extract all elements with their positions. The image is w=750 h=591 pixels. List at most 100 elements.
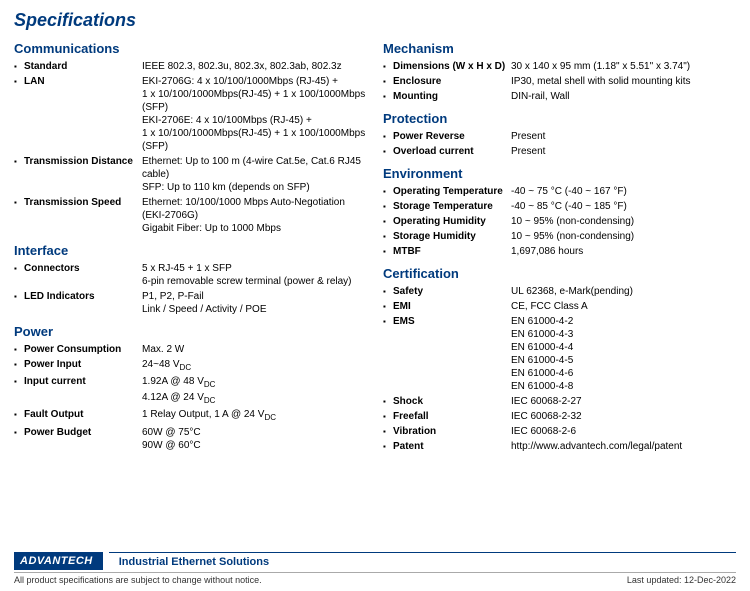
bullet-icon: ▪ [14, 155, 24, 167]
spec-value: IEC 60068-2-6 [511, 425, 736, 438]
spec-label: Operating Temperature [393, 185, 511, 198]
bullet-icon: ▪ [14, 60, 24, 72]
spec-columns: Communications▪StandardIEEE 802.3, 802.3… [14, 41, 736, 455]
section-title: Mechanism [383, 41, 736, 56]
spec-row: ▪Power Input24~48 VDC [14, 358, 367, 373]
spec-label: Standard [24, 60, 142, 73]
spec-label: Transmission Speed [24, 196, 142, 209]
spec-value: IEC 60068-2-32 [511, 410, 736, 423]
spec-row: ▪EnclosureIP30, metal shell with solid m… [383, 75, 736, 88]
spec-value: IP30, metal shell with solid mounting ki… [511, 75, 736, 88]
section-title: Interface [14, 243, 367, 258]
spec-value: Ethernet: 10/100/1000 Mbps Auto-Negotiat… [142, 196, 367, 235]
bullet-icon: ▪ [14, 196, 24, 208]
bullet-icon: ▪ [383, 185, 393, 197]
spec-row: ▪Operating Temperature-40 ~ 75 °C (-40 ~… [383, 185, 736, 198]
spec-row: ▪Transmission SpeedEthernet: 10/100/1000… [14, 196, 367, 235]
footer-updated: Last updated: 12-Dec-2022 [627, 575, 736, 585]
spec-label: Connectors [24, 262, 142, 275]
section-title: Environment [383, 166, 736, 181]
spec-row: ▪VibrationIEC 60068-2-6 [383, 425, 736, 438]
footer-line: All product specifications are subject t… [14, 572, 736, 585]
spec-value: 1.92A @ 48 VDC 4.12A @ 24 VDC [142, 375, 367, 406]
spec-label: Storage Humidity [393, 230, 511, 243]
bullet-icon: ▪ [14, 426, 24, 438]
spec-label: Enclosure [393, 75, 511, 88]
section-title: Power [14, 324, 367, 339]
bullet-icon: ▪ [383, 410, 393, 422]
spec-row: ▪Transmission DistanceEthernet: Up to 10… [14, 155, 367, 194]
spec-value: 10 ~ 95% (non-condensing) [511, 215, 736, 228]
bullet-icon: ▪ [383, 300, 393, 312]
spec-value: IEEE 802.3, 802.3u, 802.3x, 802.3ab, 802… [142, 60, 367, 73]
spec-label: Dimensions (W x H x D) [393, 60, 511, 73]
bullet-icon: ▪ [383, 425, 393, 437]
spec-value: 1,697,086 hours [511, 245, 736, 258]
page-title: Specifications [14, 10, 736, 31]
bullet-icon: ▪ [383, 200, 393, 212]
footer: ADVANTECH Industrial Ethernet Solutions … [0, 552, 750, 591]
bullet-icon: ▪ [383, 440, 393, 452]
bullet-icon: ▪ [14, 262, 24, 274]
spec-label: EMI [393, 300, 511, 313]
spec-value: -40 ~ 85 °C (-40 ~ 185 °F) [511, 200, 736, 213]
bullet-icon: ▪ [383, 130, 393, 142]
spec-label: Power Budget [24, 426, 142, 439]
spec-row: ▪Overload currentPresent [383, 145, 736, 158]
bullet-icon: ▪ [14, 358, 24, 370]
footer-tagline: Industrial Ethernet Solutions [109, 552, 736, 570]
bullet-icon: ▪ [14, 75, 24, 87]
spec-value: Present [511, 130, 736, 143]
bullet-icon: ▪ [383, 315, 393, 327]
bullet-icon: ▪ [383, 215, 393, 227]
spec-label: Operating Humidity [393, 215, 511, 228]
spec-label: LED Indicators [24, 290, 142, 303]
spec-row: ▪LED IndicatorsP1, P2, P-Fail Link / Spe… [14, 290, 367, 316]
section-title: Certification [383, 266, 736, 281]
spec-label: Patent [393, 440, 511, 453]
spec-row: ▪Storage Humidity10 ~ 95% (non-condensin… [383, 230, 736, 243]
spec-row: ▪MountingDIN-rail, Wall [383, 90, 736, 103]
spec-row: ▪Power ReversePresent [383, 130, 736, 143]
spec-label: Transmission Distance [24, 155, 142, 168]
spec-value: 5 x RJ-45 + 1 x SFP 6-pin removable scre… [142, 262, 367, 288]
spec-label: Input current [24, 375, 142, 388]
bullet-icon: ▪ [14, 343, 24, 355]
spec-label: Freefall [393, 410, 511, 423]
bullet-icon: ▪ [383, 395, 393, 407]
spec-value: EN 61000-4-2 EN 61000-4-3 EN 61000-4-4 E… [511, 315, 736, 393]
spec-value: 60W @ 75°C 90W @ 60°C [142, 426, 367, 452]
bullet-icon: ▪ [383, 60, 393, 72]
spec-label: EMS [393, 315, 511, 328]
bullet-icon: ▪ [14, 290, 24, 302]
footer-bar: ADVANTECH Industrial Ethernet Solutions [14, 552, 736, 570]
spec-row: ▪Fault Output1 Relay Output, 1 A @ 24 VD… [14, 408, 367, 423]
spec-row: ▪Storage Temperature-40 ~ 85 °C (-40 ~ 1… [383, 200, 736, 213]
spec-value: P1, P2, P-Fail Link / Speed / Activity /… [142, 290, 367, 316]
spec-label: Storage Temperature [393, 200, 511, 213]
spec-label: Vibration [393, 425, 511, 438]
bullet-icon: ▪ [383, 145, 393, 157]
spec-row: ▪MTBF1,697,086 hours [383, 245, 736, 258]
right-column: Mechanism ▪Dimensions (W x H x D)30 x 140… [383, 41, 736, 455]
spec-value: IEC 60068-2-27 [511, 395, 736, 408]
brand-logo: ADVANTECH [14, 552, 103, 570]
spec-label: LAN [24, 75, 142, 88]
spec-row: ▪Operating Humidity10 ~ 95% (non-condens… [383, 215, 736, 228]
spec-value: 1 Relay Output, 1 A @ 24 VDC [142, 408, 367, 423]
spec-row: ▪ShockIEC 60068-2-27 [383, 395, 736, 408]
spec-row: ▪StandardIEEE 802.3, 802.3u, 802.3x, 802… [14, 60, 367, 73]
spec-value: CE, FCC Class A [511, 300, 736, 313]
footer-disclaimer: All product specifications are subject t… [14, 575, 262, 585]
spec-value: Present [511, 145, 736, 158]
spec-label: Safety [393, 285, 511, 298]
spec-label: Mounting [393, 90, 511, 103]
spec-row: ▪Dimensions (W x H x D)30 x 140 x 95 mm … [383, 60, 736, 73]
spec-row: ▪Patenthttp://www.advantech.com/legal/pa… [383, 440, 736, 453]
spec-row: ▪Power ConsumptionMax. 2 W [14, 343, 367, 356]
bullet-icon: ▪ [14, 408, 24, 420]
spec-value: Max. 2 W [142, 343, 367, 356]
spec-row: ▪Connectors5 x RJ-45 + 1 x SFP 6-pin rem… [14, 262, 367, 288]
spec-value: 24~48 VDC [142, 358, 367, 373]
spec-value: UL 62368, e-Mark(pending) [511, 285, 736, 298]
